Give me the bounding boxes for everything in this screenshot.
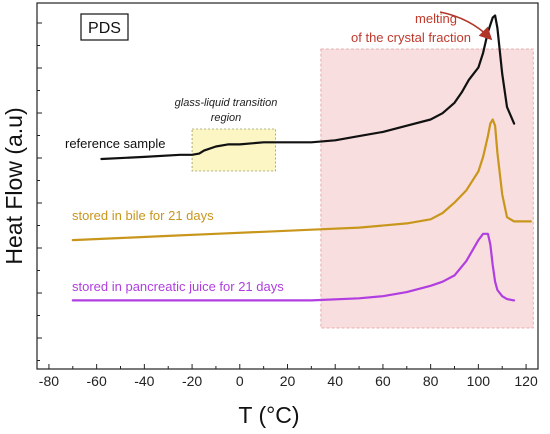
x-tick-label: -40 (134, 373, 154, 389)
x-tick-label: -80 (39, 373, 59, 389)
x-axis-ticks: -80 -60 -40 -20 0 20 40 60 80 100 120 (39, 364, 538, 389)
x-tick-label: 40 (327, 373, 343, 389)
x-tick-label: 60 (375, 373, 391, 389)
series-label-bile: stored in bile for 21 days (72, 208, 214, 223)
glass-region-label-line2: region (211, 112, 242, 124)
y-axis-ticks (37, 22, 42, 361)
series-label-pancreatic: stored in pancreatic juice for 21 days (72, 279, 284, 294)
glass-region-label-line1: glass-liquid transition (175, 97, 278, 109)
x-tick-label: 120 (514, 373, 538, 389)
series-layer (71, 14, 532, 302)
x-tick-label: 0 (236, 373, 244, 389)
panel-label-box (80, 13, 129, 41)
y-axis-title: Heat Flow (a.u) (1, 107, 27, 264)
series-line-2 (71, 232, 516, 302)
series-line-0 (100, 14, 516, 161)
melting-arrow (439, 11, 493, 41)
melting-label-line1: melting (415, 11, 457, 26)
melting-region (320, 48, 534, 329)
series-label-reference: reference sample (65, 136, 165, 151)
series-line-1 (71, 118, 532, 242)
x-axis-title: T (°C) (238, 402, 299, 428)
x-tick-label: 100 (467, 373, 491, 389)
panel-label: PDS (88, 20, 121, 37)
x-tick-label: -60 (87, 373, 107, 389)
melting-label-line2: of the crystal fraction (351, 30, 471, 45)
x-tick-label: -20 (182, 373, 202, 389)
x-tick-label: 20 (280, 373, 296, 389)
x-tick-label: 80 (423, 373, 439, 389)
